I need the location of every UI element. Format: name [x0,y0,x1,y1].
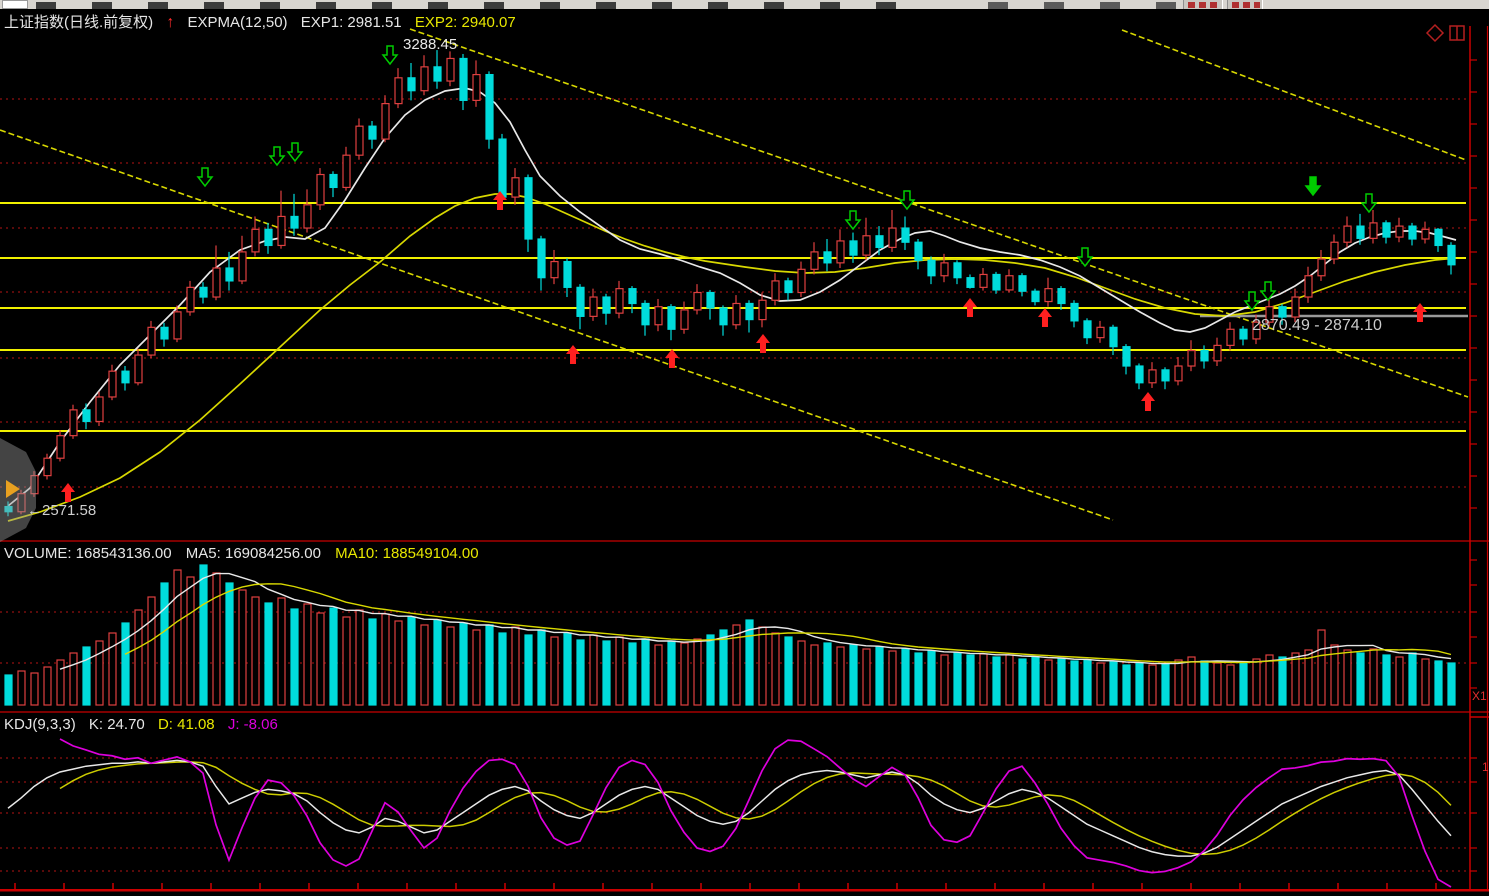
exp1-value-label: EXP1: 2981.51 [300,14,402,31]
menu-items-fragment-right[interactable] [988,2,1188,9]
sell-arrow-icon [1259,281,1277,302]
buy-arrow-icon [1038,308,1052,327]
peak-price-label: 3288.45 [403,36,458,53]
expand-handle-icon[interactable] [6,480,20,498]
menu-item-highlight-2[interactable] [1227,0,1263,9]
window-icons [1425,23,1465,43]
exp2-value-label: EXP2: 2940.07 [414,14,516,31]
buy-arrow-icon [756,334,770,353]
sell-arrow-icon [844,210,862,231]
buy-arrow-icon [1141,392,1155,411]
menu-bar[interactable] [0,0,1489,9]
sell-arrow-icon [381,45,399,66]
expma-lines [7,87,1457,522]
volume-value-label: VOLUME: 168543136.00 [4,545,172,562]
buy-arrow-icon [566,345,580,364]
kdj-axis-fragment: 1 [1482,760,1489,774]
left-panel-overlay [0,438,36,542]
sell-arrow-icon [1304,176,1322,197]
kdj-k-label: K: 24.70 [88,716,145,733]
buy-arrow-icon [61,483,75,502]
sell-arrow-icon [1360,193,1378,214]
range-price-label: 2870.49 - 2874.10 [1252,317,1382,334]
buy-arrow-icon [493,191,507,210]
symbol-title: 上证指数(日线.前复权) [4,14,154,31]
kdj-name-label: KDJ(9,3,3) [4,716,76,733]
buy-arrow-icon [665,349,679,368]
sell-arrow-icon [1243,291,1261,312]
sell-arrow-icon [196,167,214,188]
volume-axis-scale-label: X1 [1472,689,1487,703]
sell-arrow-icon [898,190,916,211]
gridlines [0,98,1468,872]
kdj-d-label: D: 41.08 [157,716,215,733]
diamond-icon[interactable] [1425,23,1445,43]
indicator-label: EXPMA(12,50) [187,14,288,31]
sell-arrow-icon [268,146,286,167]
volume-ma5-label: MA5: 169084256.00 [185,545,321,562]
kdj-j-label: J: -8.06 [227,716,278,733]
menu-items-fragment[interactable] [36,2,896,9]
volume-bars [4,564,1456,706]
buy-arrow-icon [963,298,977,317]
expma-up-arrow-icon: ↑ [166,14,175,31]
main-chart-header: 上证指数(日线.前复权) ↑ EXPMA(12,50) EXP1: 2981.5… [4,11,525,32]
menu-logo-box[interactable] [2,0,28,9]
buy-arrow-icon [1413,303,1427,322]
sell-arrow-icon [1076,247,1094,268]
signal-markers [61,45,1427,502]
sell-arrow-icon [286,142,304,163]
axes [0,26,1489,892]
volume-ma-lines [59,572,1452,670]
menu-item-highlight-1[interactable] [1183,0,1223,9]
candles [4,50,1456,517]
low-price-label: ←2571.58 [27,502,97,519]
volume-header: VOLUME: 168543136.00 MA5: 169084256.00 M… [4,545,489,562]
kdj-lines [7,738,1452,888]
volume-ma10-label: MA10: 188549104.00 [335,545,479,562]
kdj-header: KDJ(9,3,3) K: 24.70 D: 41.08 J: -8.06 [4,716,287,733]
